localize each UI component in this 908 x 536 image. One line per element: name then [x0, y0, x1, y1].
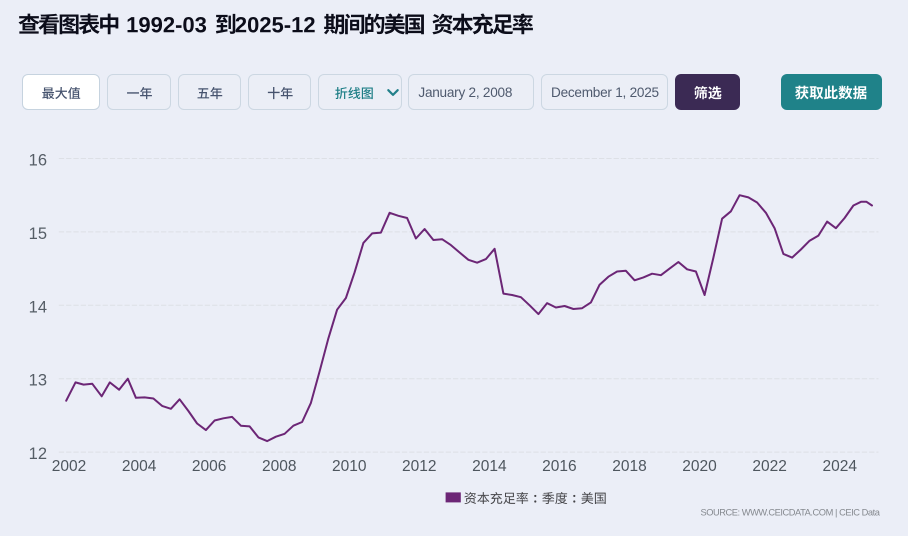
svg-text:2004: 2004 [122, 458, 157, 475]
svg-text:12: 12 [29, 445, 47, 463]
svg-text:2012: 2012 [402, 458, 436, 475]
svg-text:15: 15 [29, 225, 47, 243]
svg-text:2024: 2024 [822, 458, 857, 475]
svg-text:2008: 2008 [262, 458, 296, 475]
svg-text:2020: 2020 [682, 458, 717, 475]
svg-text:2016: 2016 [542, 458, 576, 475]
svg-text:2006: 2006 [192, 458, 226, 475]
svg-text:2002: 2002 [52, 458, 86, 475]
svg-text:2022: 2022 [752, 458, 786, 475]
svg-text:13: 13 [29, 372, 47, 390]
svg-text:SOURCE: WWW.CEICDATA.COM | CEI: SOURCE: WWW.CEICDATA.COM | CEIC Data [700, 507, 880, 517]
svg-text:16: 16 [29, 152, 47, 170]
svg-text:2014: 2014 [472, 458, 507, 475]
svg-text:2010: 2010 [332, 458, 367, 475]
svg-text:14: 14 [29, 298, 47, 316]
svg-text:2018: 2018 [612, 458, 646, 475]
